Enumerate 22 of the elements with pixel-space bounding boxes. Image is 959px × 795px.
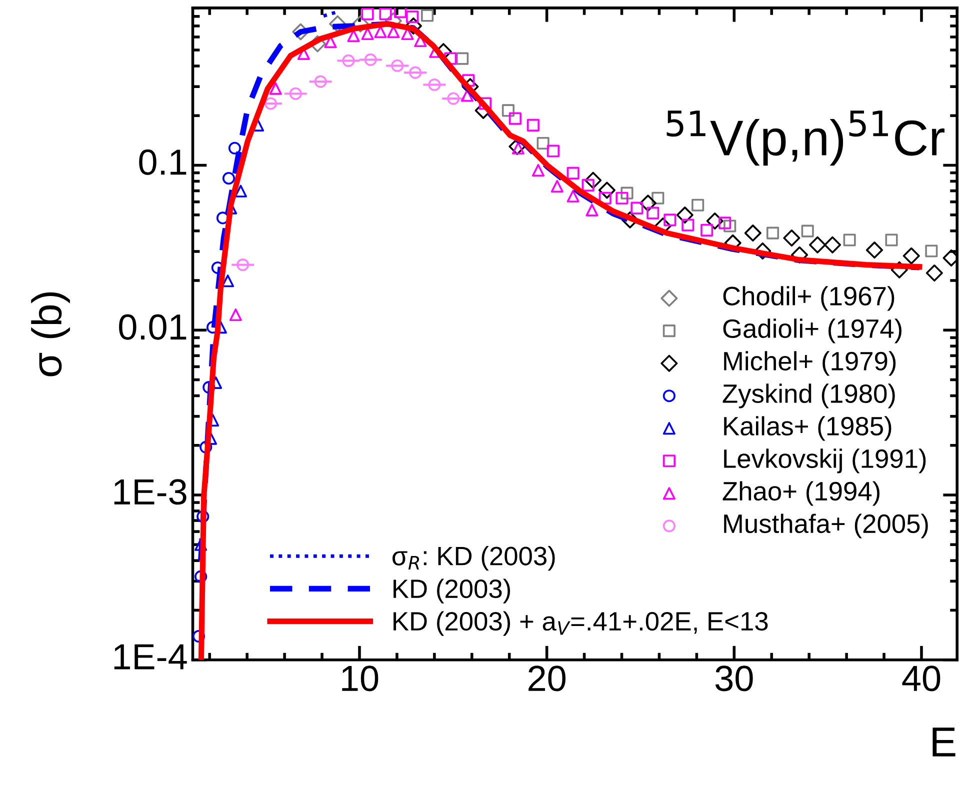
legend-label: σ$_{R}$: KD (2003) [392, 546, 555, 571]
x-tick-label: 30 [715, 666, 753, 692]
x-tick-label: 10 [342, 666, 378, 692]
legend-label: Musthafa+ (2005) [724, 514, 928, 538]
y-tick-label: 0.01 [119, 314, 186, 340]
x-tick-label: 20 [528, 666, 566, 692]
y-tick-label: 1E-3 [114, 479, 186, 505]
legend-label: Michel+ (1979) [724, 351, 896, 376]
legend-label: Kailas+ (1985) [724, 416, 892, 441]
y-tick-label: 1E-4 [114, 644, 187, 670]
x-tick-label: 40 [902, 666, 940, 692]
legend-label: Levkovskij (1991) [724, 448, 926, 474]
y-tick-label: 0.1 [139, 149, 186, 175]
y-axis-title: σ (b) [31, 292, 70, 376]
legend-label: Zyskind (1980) [722, 384, 895, 408]
legend-label: Zhao+ (1994) [722, 481, 880, 506]
x-axis-title: E [932, 728, 956, 756]
legend-label: KD (2003) + a$_{V}$=.41+.02E, E<13 [394, 611, 768, 636]
legend-label: Gadioli+ (1974) [723, 318, 902, 344]
legend-label: KD (2003) [394, 578, 510, 604]
legend-label: Chodil+ (1967) [723, 286, 894, 311]
annotation: $^{51}$V(p,n)$^{51}$Cr [666, 110, 944, 166]
